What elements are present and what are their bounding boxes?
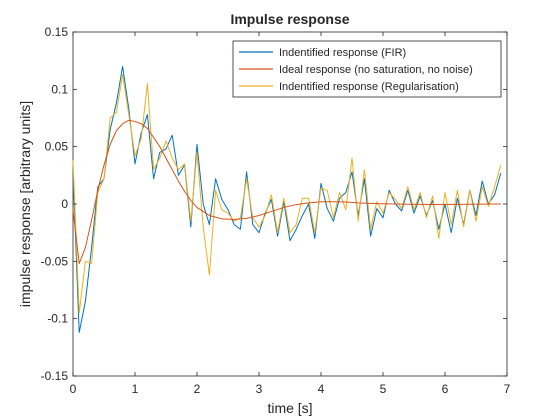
x-axis-label: time [s] — [267, 400, 312, 416]
y-axis: -0.15 -0.1 -0.05 0 0.05 0.1 0.15 — [41, 25, 507, 383]
x-tick-label: 2 — [194, 382, 201, 396]
legend-box — [232, 40, 502, 98]
legend-label-0: Indentified response (FIR) — [279, 47, 406, 59]
x-tick-label: 1 — [132, 382, 139, 396]
y-tick-label: -0.1 — [47, 312, 68, 326]
x-tick-label: 4 — [318, 382, 325, 396]
y-tick-label: 0 — [61, 197, 68, 211]
legend-label-2: Indentified response (Regularisation) — [279, 81, 459, 93]
y-tick-label: 0.15 — [45, 25, 69, 39]
y-tick-label: -0.05 — [41, 254, 69, 268]
x-axis: 0 1 2 3 4 5 6 7 — [70, 32, 511, 396]
y-axis-label: impulse response [arbitrary units] — [17, 101, 33, 307]
x-tick-label: 0 — [70, 382, 77, 396]
x-tick-label: 3 — [256, 382, 263, 396]
x-tick-label: 6 — [442, 382, 449, 396]
x-tick-label: 5 — [380, 382, 387, 396]
chart-title: Impulse response — [230, 11, 349, 27]
series-line-1 — [72, 119, 501, 265]
legend: Indentified response (FIR) Ideal response… — [232, 40, 502, 98]
x-tick-label: 7 — [504, 382, 511, 396]
legend-label-1: Ideal response (no saturation, no noise) — [279, 64, 473, 76]
series-line-2 — [72, 73, 502, 314]
y-tick-label: -0.15 — [41, 369, 69, 383]
series-layer — [72, 65, 502, 333]
y-tick-label: 0.05 — [45, 140, 69, 154]
y-tick-label: 0.1 — [51, 82, 68, 96]
